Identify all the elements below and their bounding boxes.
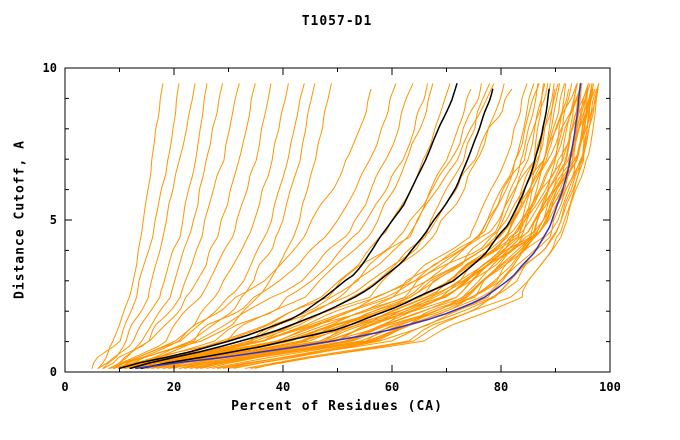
curve-orange: [108, 83, 272, 369]
curve-orange: [108, 83, 528, 369]
curve-orange: [129, 83, 582, 369]
curve-orange: [254, 88, 599, 369]
curve-orange: [108, 83, 223, 369]
chart-title: T1057-D1: [301, 14, 373, 29]
curve-orange: [156, 83, 583, 369]
curve-orange: [113, 83, 256, 369]
curve-black: [118, 83, 458, 370]
x-tick-label: 0: [61, 380, 68, 394]
curve-orange: [113, 83, 549, 369]
curve-orange: [124, 83, 316, 369]
curve-orange: [184, 83, 560, 369]
curve-orange: [135, 83, 495, 369]
curve-orange: [189, 88, 588, 369]
curve-blue: [135, 83, 582, 370]
curve-orange: [97, 83, 164, 369]
curve-orange: [91, 83, 180, 369]
curve-orange: [140, 88, 472, 369]
curve-orange: [97, 83, 208, 369]
curve-black: [140, 88, 550, 370]
curve-orange: [103, 83, 240, 369]
curve-orange: [118, 83, 397, 369]
y-tick-label: 0: [50, 365, 57, 379]
curve-orange: [113, 83, 305, 369]
x-tick-label: 60: [385, 380, 399, 394]
curve-orange: [129, 83, 428, 369]
curve-orange: [118, 83, 578, 369]
curve-orange: [173, 83, 544, 369]
curve-black: [129, 88, 494, 370]
curve-orange: [162, 83, 595, 369]
curve-orange: [140, 83, 591, 369]
curve-orange: [162, 83, 555, 369]
curve-orange: [124, 83, 414, 369]
curve-orange: [102, 83, 196, 369]
curve-orange: [146, 88, 596, 369]
curve-orange: [146, 83, 565, 369]
curve-orange: [113, 88, 372, 369]
curve-orange: [119, 83, 289, 369]
curve-orange: [216, 83, 567, 369]
curve-orange: [151, 83, 583, 369]
x-tick-label: 20: [167, 380, 181, 394]
x-tick-label: 40: [276, 380, 290, 394]
x-tick-label: 100: [599, 380, 621, 394]
curve-orange: [119, 83, 332, 369]
x-axis-label: Percent of Residues (CA): [231, 399, 443, 414]
curve-orange: [151, 83, 505, 369]
x-tick-label: 80: [494, 380, 508, 394]
y-tick-label: 10: [43, 61, 57, 75]
y-tick-label: 5: [50, 213, 57, 227]
curve-orange: [130, 83, 535, 369]
curve-orange: [222, 88, 599, 369]
curve-orange: [129, 83, 434, 369]
curve-orange: [124, 83, 482, 369]
curve-orange: [195, 83, 551, 369]
